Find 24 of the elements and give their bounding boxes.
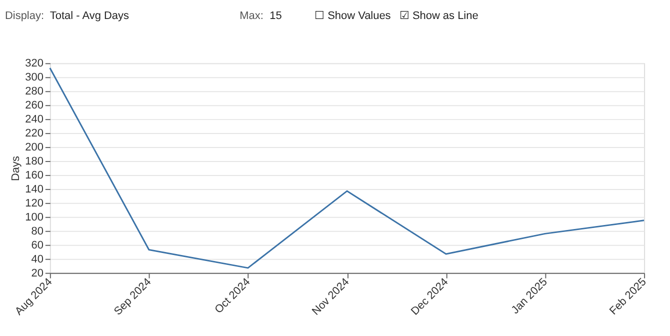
y-tick-label: 200: [25, 142, 44, 154]
y-tick-label: 140: [25, 183, 44, 196]
text: Max:: [240, 10, 264, 22]
text: 15: [270, 10, 282, 22]
y-tick-label: 300: [25, 72, 44, 84]
text: Display:: [4, 10, 44, 22]
line-series: [49, 67, 645, 269]
y-tick-label: 180: [25, 155, 44, 168]
y-tick-label: 60: [31, 239, 44, 252]
y-tick-label: 240: [25, 114, 44, 126]
y-tick-label: 220: [25, 128, 44, 140]
y-tick-label: 260: [25, 100, 44, 112]
y-tick-label: 160: [25, 169, 44, 182]
text: ☐ Show Values: [314, 10, 392, 22]
y-tick-label: 100: [25, 211, 44, 224]
y-tick-label: 80: [31, 225, 44, 238]
text: Total - Avg Days: [50, 10, 130, 22]
y-tick-label: 280: [25, 86, 44, 98]
y-tick-label: 20: [31, 267, 44, 280]
y-axis-title: Days: [10, 155, 22, 181]
y-tick-label: 120: [25, 197, 44, 210]
y-tick-label: 40: [31, 253, 44, 266]
y-tick-label: 320: [25, 58, 44, 70]
text: ☑ Show as Line: [399, 10, 478, 22]
